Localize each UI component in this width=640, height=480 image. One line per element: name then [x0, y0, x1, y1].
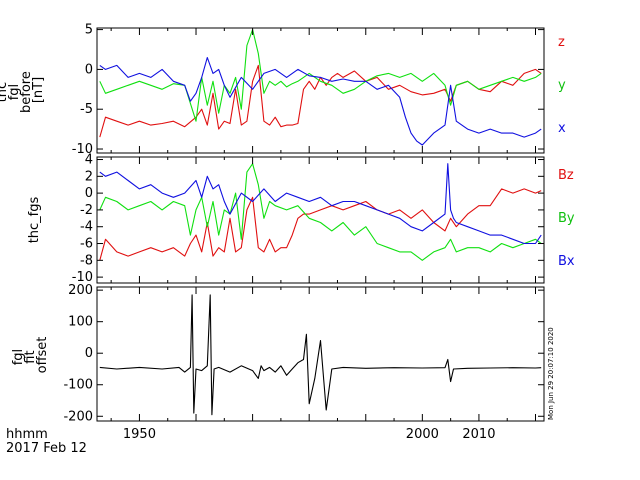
panel-3-ytick-label-0: 200 — [68, 283, 93, 298]
panel-1-ylabel-line-1: thc — [0, 82, 10, 102]
panel-1-series-z-line — [99, 64, 542, 138]
panel-2-ytick-label-0: 4 — [85, 153, 93, 168]
panel-1-ytick-label-2: -5 — [80, 102, 93, 117]
panel-2-ytick-label-1: 2 — [85, 169, 93, 184]
panel-3-series-offset-line — [99, 294, 542, 416]
x-axis-date-label: 2017 Feb 12 — [6, 441, 87, 456]
legend-bz: Bz — [558, 168, 574, 183]
panel-2-ytick-label-4: -4 — [80, 220, 93, 235]
panel-3-frame — [96, 286, 545, 422]
render-timestamp: Mon Jun 29 20:07:10 2020 — [547, 327, 555, 420]
panel-1-ytick-label-0: 5 — [85, 23, 93, 38]
panel-2-ytick-label-6: -8 — [80, 253, 93, 268]
legend-bx: Bx — [558, 254, 575, 269]
panel-1-ylabel: thc fgl before [nT] — [0, 67, 46, 113]
x-tick-label-1: 2000 — [406, 427, 439, 442]
panel-fit-offset: 200 100 0 -100 -200 1950 2000 2010 fgl fit offs… — [11, 283, 545, 442]
x-axis-label-hhmm: hhmm — [6, 427, 48, 442]
panel-2-ytick-label-3: -2 — [80, 203, 93, 218]
panel-2-series-bz-line — [99, 188, 542, 261]
legend-x: x — [558, 121, 566, 136]
panel-2-ylabel-line-1: thc_fgs — [27, 196, 42, 243]
x-tick-label-2: 2010 — [462, 427, 495, 442]
panel-2-ytick-label-7: -10 — [72, 270, 93, 285]
panel-2-ylabel: thc_fgs — [27, 196, 42, 243]
panel-3-ytick-label-2: 0 — [85, 346, 93, 361]
panel-2-frame — [96, 156, 545, 284]
panel-2-series-bx-line — [99, 163, 542, 245]
panel-2-ytick-label-2: 0 — [85, 186, 93, 201]
legend-y: y — [558, 78, 566, 93]
panel-2-ytick-label-5: -6 — [80, 237, 93, 252]
panel-3-ytick-label-1: 100 — [68, 315, 93, 330]
panel-1-ytick-label-1: 0 — [85, 62, 93, 77]
panel-1-ylabel-line-4: [nT] — [31, 77, 46, 103]
panel-fgl-before: 5 0 -5 -10 thc fgl before [nT] z y x — [0, 23, 566, 157]
panel-3-ylabel-line-3: offset — [35, 337, 50, 374]
panel-1-series-y-line — [99, 29, 542, 122]
panel-3-series-layer — [99, 294, 542, 416]
panel-3-ylabel: fgl fit offset — [11, 337, 50, 374]
panel-2-series-layer — [99, 163, 542, 261]
panel-3-ylabel-line-1: fgl — [11, 349, 26, 365]
panel-2-ticks: 42 0 -2 -4 -6-8 -10 — [72, 153, 544, 285]
panel-3-ytick-label-3: -100 — [63, 378, 93, 393]
x-tick-label-0: 1950 — [123, 427, 156, 442]
panel-3-ticks: 200 100 0 -100 -200 1950 2000 2010 — [63, 283, 544, 442]
panel-1-ylabel-line-2: fgl — [7, 84, 22, 100]
panel-1-ticks: 5 0 -5 -10 — [72, 23, 544, 157]
legend-z: z — [558, 35, 565, 50]
panel-thc-fgs: 42 0 -2 -4 -6-8 -10 thc_fgs Bz By Bx — [27, 153, 575, 286]
panel-3-ytick-label-4: -200 — [63, 409, 93, 424]
panel-1-ylabel-line-3: before — [19, 71, 34, 113]
panel-1-series-x-line — [99, 56, 542, 146]
panel-3-ylabel-line-2: fit — [23, 350, 38, 363]
legend-by: By — [558, 211, 575, 226]
panel-1-ytick-label-3: -10 — [72, 142, 93, 157]
panel-2-series-by-line — [99, 163, 542, 261]
panel-1-series-layer — [99, 29, 542, 146]
panel-1-frame — [96, 27, 545, 154]
